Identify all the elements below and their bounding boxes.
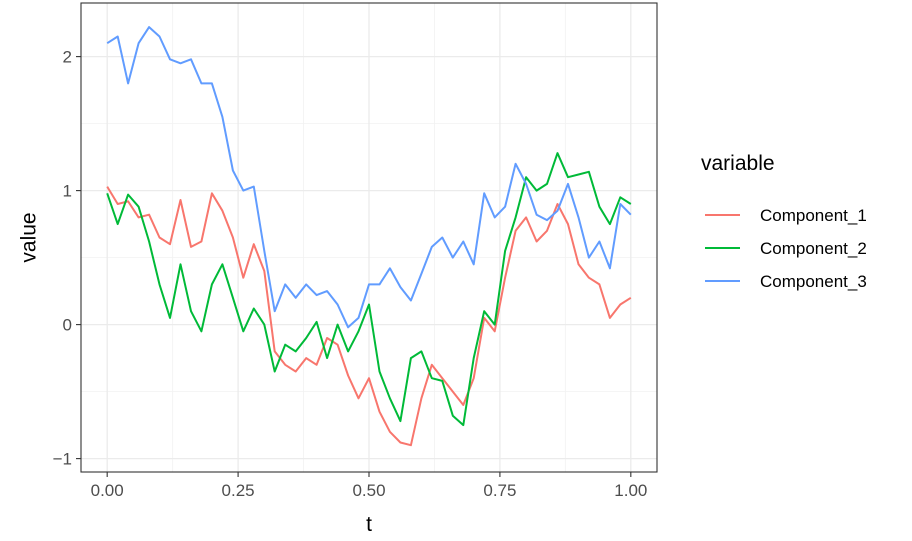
- grid-lines: [81, 3, 657, 472]
- y-tick-label: 1: [63, 182, 72, 201]
- x-tick-label: 0.25: [222, 481, 255, 500]
- x-axis-title: t: [366, 513, 372, 536]
- x-tick-label: 0.75: [483, 481, 516, 500]
- x-tick-label: 0.00: [91, 481, 124, 500]
- legend-label-component_1: Component_1: [760, 206, 867, 225]
- axes: 0.00 0.25 0.50 0.75 1.00 −1 0 1 2: [53, 48, 648, 500]
- y-axis-title: value: [17, 212, 40, 262]
- series-line-component_1: [106, 186, 632, 447]
- series-lines: [106, 26, 632, 447]
- legend-label-component_2: Component_2: [760, 239, 867, 258]
- x-tick-label: 1.00: [614, 481, 647, 500]
- y-tick-label: 2: [63, 48, 72, 67]
- y-tick-label: −1: [53, 450, 72, 469]
- legend: variable Component_1 Component_2 Component…: [701, 152, 867, 291]
- series-line-component_3: [106, 26, 632, 329]
- legend-title: variable: [701, 152, 775, 175]
- y-tick-label: 0: [63, 316, 72, 335]
- legend-label-component_3: Component_3: [760, 272, 867, 291]
- x-tick-label: 0.50: [352, 481, 385, 500]
- series-line-component_2: [106, 152, 632, 427]
